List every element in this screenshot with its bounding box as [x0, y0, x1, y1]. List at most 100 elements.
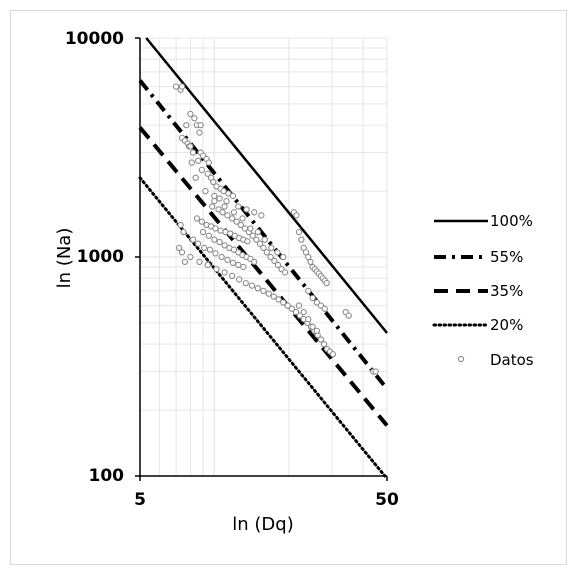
data-point — [263, 249, 270, 256]
axes — [135, 37, 388, 481]
data-point — [305, 253, 312, 261]
x-tick-label: 50 — [375, 490, 399, 510]
data-point — [195, 240, 202, 247]
data-point — [281, 269, 289, 276]
data-point — [261, 236, 268, 243]
data-point — [305, 316, 312, 323]
data-point — [183, 121, 190, 129]
data-point — [293, 212, 300, 219]
legend-label-100: 100% — [490, 212, 533, 230]
data-point — [216, 195, 223, 202]
data-point — [251, 209, 258, 216]
data-point — [292, 308, 300, 316]
data-point — [195, 157, 202, 164]
data-point — [224, 212, 231, 219]
legend-label-20: 20% — [490, 316, 523, 334]
legend-label-datos: Datos — [490, 351, 534, 369]
data-point — [228, 272, 236, 280]
data-point — [213, 266, 220, 273]
x-tick-label: 5 — [134, 490, 146, 510]
y-tick-label: 10000 — [65, 29, 124, 49]
data-point — [284, 302, 291, 309]
data-point — [295, 302, 303, 309]
data-point — [253, 236, 260, 243]
data-point — [202, 187, 209, 195]
data-point — [175, 244, 183, 252]
data-point — [181, 258, 189, 266]
data-point — [265, 290, 272, 297]
data-point — [198, 166, 206, 174]
data-point — [204, 170, 211, 177]
data-point — [209, 203, 216, 210]
y-tick-label: 1000 — [77, 247, 124, 267]
data-point — [230, 246, 238, 253]
data-point — [307, 258, 314, 266]
data-point — [235, 249, 242, 256]
data-point — [235, 261, 242, 269]
data-point — [233, 218, 240, 225]
series-line-55pct — [138, 79, 389, 391]
data-point — [193, 215, 201, 222]
data-point — [223, 197, 230, 205]
data-point — [271, 257, 278, 265]
series-line-100pct — [145, 37, 388, 334]
data-point — [280, 253, 287, 261]
data-point — [216, 238, 223, 246]
data-point — [229, 192, 237, 200]
x-axis-label: ln (Dq) — [232, 514, 293, 535]
y-axis-label: ln (Na) — [54, 228, 75, 289]
data-point — [313, 299, 321, 306]
data-point — [187, 110, 194, 118]
series-line-35pct — [138, 126, 389, 427]
grid — [139, 37, 388, 477]
data-point — [220, 187, 227, 195]
data-point — [219, 209, 226, 216]
data-point — [212, 250, 219, 257]
data-point — [256, 240, 264, 247]
data-point — [221, 242, 228, 249]
data-point — [196, 258, 203, 266]
data-point — [180, 228, 187, 236]
data-point — [254, 285, 261, 292]
data-point — [230, 209, 238, 216]
data-point — [187, 143, 194, 150]
data-point — [218, 253, 225, 261]
data-point — [229, 259, 237, 267]
data-point — [206, 246, 214, 253]
data-point — [300, 308, 307, 316]
data-point — [239, 215, 246, 222]
data-point — [270, 293, 277, 300]
data-point — [204, 261, 211, 269]
data-point — [224, 256, 231, 264]
legend-label-55: 55% — [490, 248, 523, 266]
data-point — [249, 232, 256, 239]
data-point — [345, 312, 352, 319]
data-point — [275, 296, 282, 303]
data-point — [323, 279, 330, 287]
data-point — [199, 228, 207, 236]
data-point — [317, 302, 325, 309]
data-point — [212, 225, 219, 232]
data-point — [244, 238, 251, 245]
y-tick-label: 100 — [89, 466, 125, 486]
data-point — [320, 340, 328, 348]
data-point — [329, 351, 337, 358]
data-point — [228, 215, 236, 222]
data-point — [221, 269, 228, 276]
data-point — [321, 305, 328, 312]
data-point — [198, 218, 206, 225]
data-point — [211, 197, 218, 205]
data-point — [205, 232, 213, 239]
data-point — [196, 129, 203, 136]
data-point — [280, 299, 287, 306]
data-point — [177, 221, 184, 229]
data-point — [274, 261, 282, 269]
data-point — [187, 253, 194, 261]
data-point — [267, 253, 274, 261]
data-point — [197, 121, 204, 129]
data-point — [288, 305, 296, 312]
data-point — [189, 149, 197, 156]
data-point — [309, 294, 316, 302]
data-point — [313, 327, 321, 335]
